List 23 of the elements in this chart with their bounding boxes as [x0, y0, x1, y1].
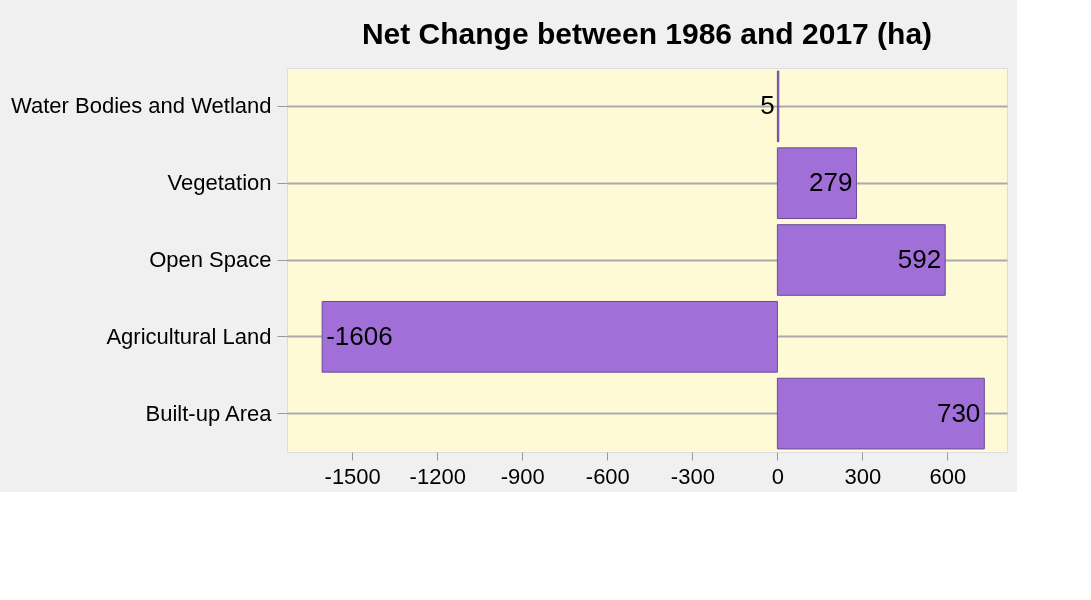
y-tick-label: Vegetation [167, 170, 272, 196]
data-label: 592 [897, 244, 942, 274]
x-tick-label: 300 [844, 463, 882, 489]
bar [776, 224, 946, 296]
chart-title: Net Change between 1986 and 2017 (ha) [361, 17, 933, 50]
y-tick-label: Built-up Area [145, 400, 273, 426]
bar [776, 377, 985, 450]
y-tick-label: Open Space [149, 247, 272, 272]
data-label: 5 [760, 90, 775, 121]
x-tick-label: -300 [670, 463, 715, 489]
x-tick-label: -1200 [409, 463, 466, 489]
data-label: 730 [936, 397, 981, 428]
x-tick-label: -1500 [324, 463, 381, 489]
data-label: 279 [809, 167, 853, 198]
x-tick-label: -600 [585, 463, 630, 489]
x-tick-label: -900 [500, 463, 545, 489]
y-tick-label: Water Bodies and Wetland [11, 93, 272, 119]
bar [776, 147, 857, 220]
data-label: -1606 [326, 320, 393, 351]
x-tick-label: 600 [929, 463, 967, 489]
x-tick-label: 0 [771, 463, 785, 489]
bar [321, 300, 778, 373]
y-tick-label: Agricultural Land [106, 323, 272, 349]
